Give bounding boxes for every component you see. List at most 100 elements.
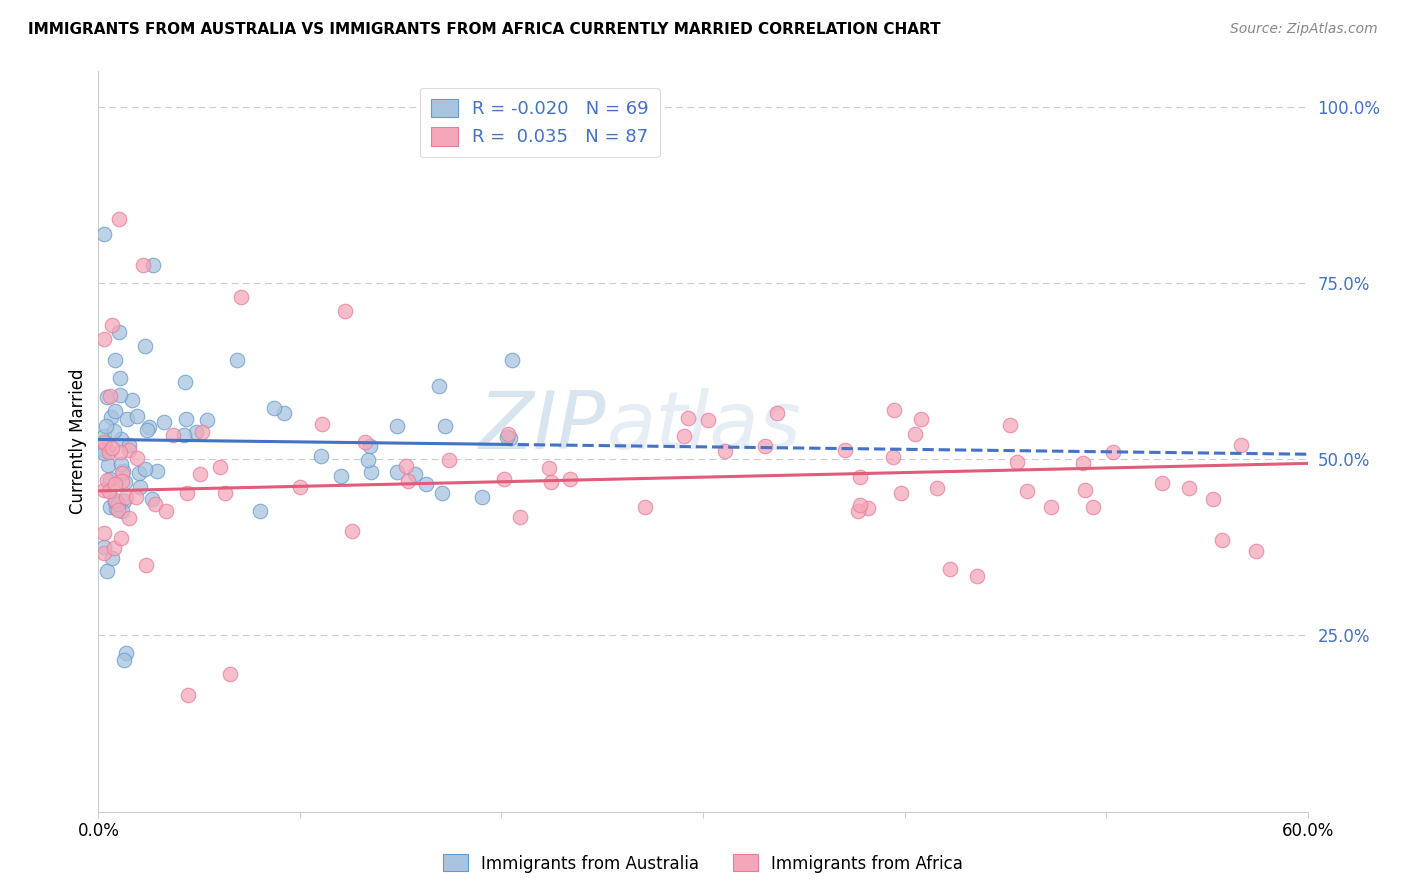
Point	[110, 445, 132, 459]
Point	[430, 485, 453, 500]
Point	[111, 466, 134, 480]
Point	[146, 464, 169, 478]
Point	[939, 562, 962, 576]
Point	[93, 434, 115, 449]
Point	[846, 504, 869, 518]
Point	[128, 480, 150, 494]
Point	[357, 453, 380, 467]
Point	[110, 531, 132, 545]
Point	[153, 415, 176, 429]
Point	[93, 526, 115, 541]
Point	[673, 428, 696, 442]
Point	[501, 353, 523, 368]
Point	[136, 424, 159, 438]
Point	[128, 466, 150, 480]
Point	[849, 470, 872, 484]
Point	[1202, 491, 1225, 506]
Point	[883, 402, 905, 417]
Point	[98, 484, 121, 499]
Point	[329, 469, 352, 483]
Point	[342, 524, 364, 538]
Point	[335, 304, 357, 318]
Text: IMMIGRANTS FROM AUSTRALIA VS IMMIGRANTS FROM AFRICA CURRENTLY MARRIED CORRELATIO: IMMIGRANTS FROM AUSTRALIA VS IMMIGRANTS …	[28, 22, 941, 37]
Point	[634, 500, 657, 515]
Point	[492, 472, 515, 486]
Point	[125, 451, 148, 466]
Point	[404, 467, 426, 481]
Point	[135, 558, 157, 572]
Point	[1040, 500, 1063, 515]
Point	[141, 491, 163, 506]
Point	[1007, 455, 1029, 469]
Point	[538, 460, 561, 475]
Point	[890, 486, 912, 500]
Point	[1244, 544, 1267, 558]
Point	[1083, 500, 1105, 514]
Point	[437, 453, 460, 467]
Point	[309, 449, 332, 463]
Point	[359, 439, 381, 453]
Point	[107, 212, 129, 227]
Point	[354, 434, 377, 449]
Point	[191, 425, 214, 439]
Point	[103, 541, 125, 555]
Point	[184, 425, 207, 439]
Point	[134, 462, 156, 476]
Point	[118, 443, 141, 458]
Point	[434, 418, 457, 433]
Point	[93, 332, 115, 346]
Point	[966, 568, 988, 582]
Point	[176, 486, 198, 500]
Point	[98, 472, 121, 486]
Point	[998, 418, 1021, 433]
Point	[360, 465, 382, 479]
Point	[114, 491, 136, 505]
Point	[98, 389, 121, 403]
Point	[100, 409, 122, 424]
Point	[415, 476, 437, 491]
Point	[471, 490, 494, 504]
Point	[882, 450, 904, 464]
Point	[104, 477, 127, 491]
Point	[104, 353, 127, 368]
Point	[427, 378, 450, 392]
Point	[263, 401, 285, 416]
Point	[273, 406, 295, 420]
Point	[107, 497, 129, 511]
Point	[311, 417, 333, 431]
Point	[104, 404, 127, 418]
Point	[1152, 475, 1174, 490]
Point	[111, 504, 134, 518]
Point	[101, 318, 124, 333]
Point	[114, 475, 136, 489]
Point	[385, 418, 408, 433]
Point	[110, 432, 132, 446]
Point	[558, 472, 581, 486]
Point	[696, 413, 718, 427]
Point	[93, 546, 115, 560]
Point	[93, 429, 115, 443]
Point	[104, 492, 127, 507]
Point	[173, 428, 195, 442]
Text: Source: ZipAtlas.com: Source: ZipAtlas.com	[1230, 22, 1378, 37]
Point	[93, 541, 115, 555]
Point	[124, 490, 146, 504]
Point	[118, 438, 141, 452]
Point	[856, 500, 879, 515]
Point	[396, 474, 419, 488]
Point	[97, 458, 120, 472]
Point	[96, 565, 118, 579]
Point	[1211, 533, 1233, 547]
Point	[100, 441, 122, 455]
Point	[93, 446, 115, 460]
Point	[195, 413, 218, 427]
Point	[209, 459, 232, 474]
Point	[94, 435, 117, 450]
Point	[138, 420, 160, 434]
Point	[93, 442, 115, 457]
Point	[97, 445, 120, 459]
Point	[155, 504, 177, 518]
Point	[96, 390, 118, 404]
Point	[112, 653, 135, 667]
Point	[107, 503, 129, 517]
